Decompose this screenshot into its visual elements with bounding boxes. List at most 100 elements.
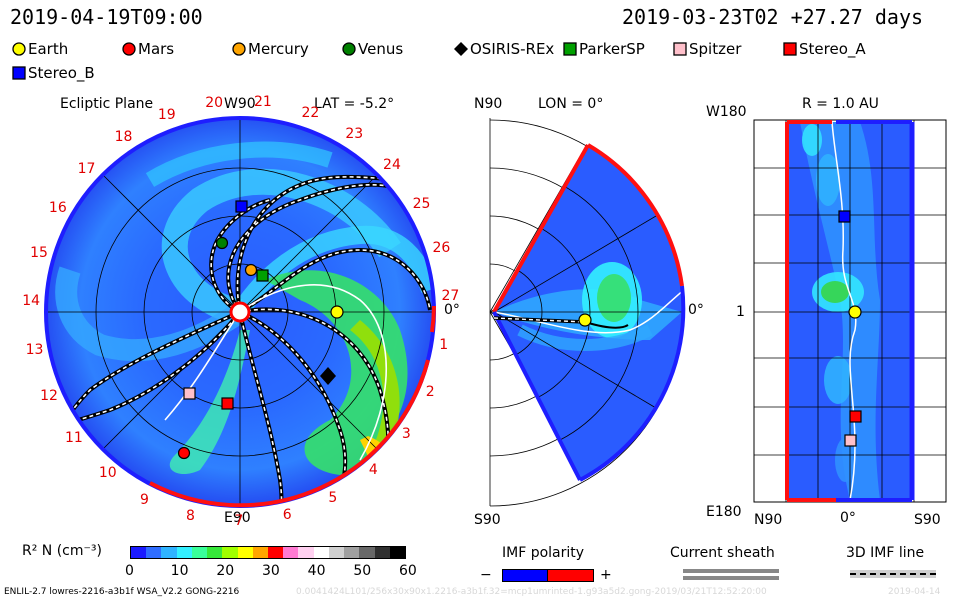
radial-n90-label: N90	[754, 512, 783, 528]
e90-label: E90	[224, 510, 251, 526]
density-colorbar	[130, 546, 406, 559]
square-icon	[563, 42, 577, 56]
square-icon	[12, 66, 26, 80]
cme-region	[265, 270, 408, 475]
carrington-tick: 21	[253, 94, 272, 111]
colorbar-segment	[146, 547, 162, 558]
circle-icon	[232, 42, 246, 56]
radial-s90-label: S90	[914, 512, 941, 528]
stereo-b-marker	[235, 200, 248, 213]
carrington-tick: 15	[30, 245, 48, 262]
colorbar-segment	[328, 547, 345, 558]
current-sheath-swatch	[683, 569, 779, 573]
carrington-tick: 16	[48, 200, 67, 217]
imf-line-title: 3D IMF line	[846, 545, 925, 561]
colorbar-segment	[313, 547, 329, 558]
imf-positive-swatch	[547, 569, 594, 582]
s90-label: S90	[474, 512, 501, 528]
radial-background	[786, 122, 914, 500]
carrington-tick: 1	[439, 337, 449, 354]
colorbar-segment	[237, 547, 253, 558]
mercury-marker	[244, 263, 258, 277]
stereo-a-marker	[221, 397, 234, 410]
colorbar-tick: 40	[307, 563, 326, 579]
carrington-tick: 10	[98, 465, 117, 482]
radial-current-sheath	[831, 121, 857, 501]
carrington-tick: 26	[432, 240, 451, 257]
n90-label: N90	[474, 96, 503, 112]
carrington-tick: 11	[65, 430, 83, 447]
colorbar-segment	[191, 547, 208, 558]
colorbar-tick: 20	[216, 563, 235, 579]
colorbar-tick: 10	[170, 563, 189, 579]
carrington-tick: 3	[401, 426, 411, 443]
carrington-tick: 7	[234, 512, 244, 529]
colorbar-segment	[298, 547, 314, 558]
diamond-icon	[454, 42, 468, 56]
carrington-tick: 23	[345, 126, 364, 143]
imf-polarity-title: IMF polarity	[502, 545, 585, 561]
w180-label: W180	[706, 104, 747, 120]
carrington-tick: 14	[22, 293, 41, 310]
carrington-tick: 18	[114, 128, 133, 145]
current-sheath-title: Current sheath	[670, 545, 775, 561]
carrington-tick: 17	[77, 160, 96, 177]
legend-osiris-rex: OSIRIS-REx	[452, 40, 554, 58]
radial-earth-marker	[848, 305, 862, 319]
colorbar-label: R² N (cm⁻³)	[22, 543, 102, 559]
carrington-tick: 25	[412, 195, 431, 212]
imf-plus-label: +	[600, 567, 612, 583]
square-icon	[783, 42, 797, 56]
osiris-rex-marker	[320, 367, 336, 385]
carrington-tick: 19	[157, 106, 176, 123]
radial-stereo-a-marker	[849, 410, 862, 423]
legend-earth: Earth	[12, 40, 68, 58]
object-legend: Earth Mars Mercury Venus OSIRIS-REx Park…	[0, 38, 960, 84]
earth-marker	[330, 305, 344, 319]
colorbar-tick: 50	[353, 563, 372, 579]
footer-run: 0.0041424L101/256x30x90x1.2216-a3b1f.32=…	[296, 587, 767, 597]
meridional-earth-marker	[578, 313, 592, 327]
radial-one-label: 1	[736, 304, 745, 320]
meridional-zero-label: 0°	[688, 302, 704, 318]
colorbar-segment	[344, 547, 360, 558]
imf-minus-label: −	[480, 567, 492, 583]
parkersp-marker	[256, 269, 269, 282]
carrington-tick: 20	[205, 94, 224, 111]
radial-stereo-b-marker	[838, 210, 851, 223]
radial-zero-label: 0°	[840, 510, 856, 526]
circle-icon	[342, 42, 356, 56]
colorbar-tick: 60	[399, 563, 417, 579]
circle-icon	[122, 42, 136, 56]
carrington-tick: 27	[441, 288, 460, 305]
polarity-ring	[44, 116, 436, 508]
legend-parkersp: ParkerSP	[563, 40, 645, 58]
legend-stereo-b: Stereo_B	[12, 64, 95, 82]
radial-spitzer-marker	[844, 434, 857, 447]
lat-label: LAT = -5.2°	[314, 96, 395, 112]
square-icon	[673, 42, 687, 56]
imf-line-swatch	[850, 570, 936, 578]
legend-stereo-a: Stereo_A	[783, 40, 866, 58]
colorbar-segment	[359, 547, 375, 558]
ecliptic-background	[46, 118, 434, 506]
colorbar-tick: 0	[125, 563, 134, 579]
colorbar-segment	[176, 547, 192, 558]
carrington-tick: 9	[139, 491, 149, 508]
colorbar-tick: 30	[262, 563, 280, 579]
w90-label: W90	[224, 96, 256, 112]
colorbar-segment	[207, 547, 223, 558]
imf-negative-swatch	[502, 569, 549, 582]
carrington-tick: 22	[301, 104, 320, 121]
sun-icon	[229, 301, 251, 323]
e180-label: E180	[706, 504, 742, 520]
spitzer-marker	[183, 387, 196, 400]
legend-spitzer: Spitzer	[673, 40, 741, 58]
footer-model: ENLIL-2.7 lowres-2216-a3b1f WSA_V2.2 GON…	[4, 587, 240, 597]
ecliptic-zero-label: 0°	[444, 302, 460, 318]
carrington-tick: 2	[425, 383, 435, 400]
carrington-tick: 12	[40, 388, 58, 405]
